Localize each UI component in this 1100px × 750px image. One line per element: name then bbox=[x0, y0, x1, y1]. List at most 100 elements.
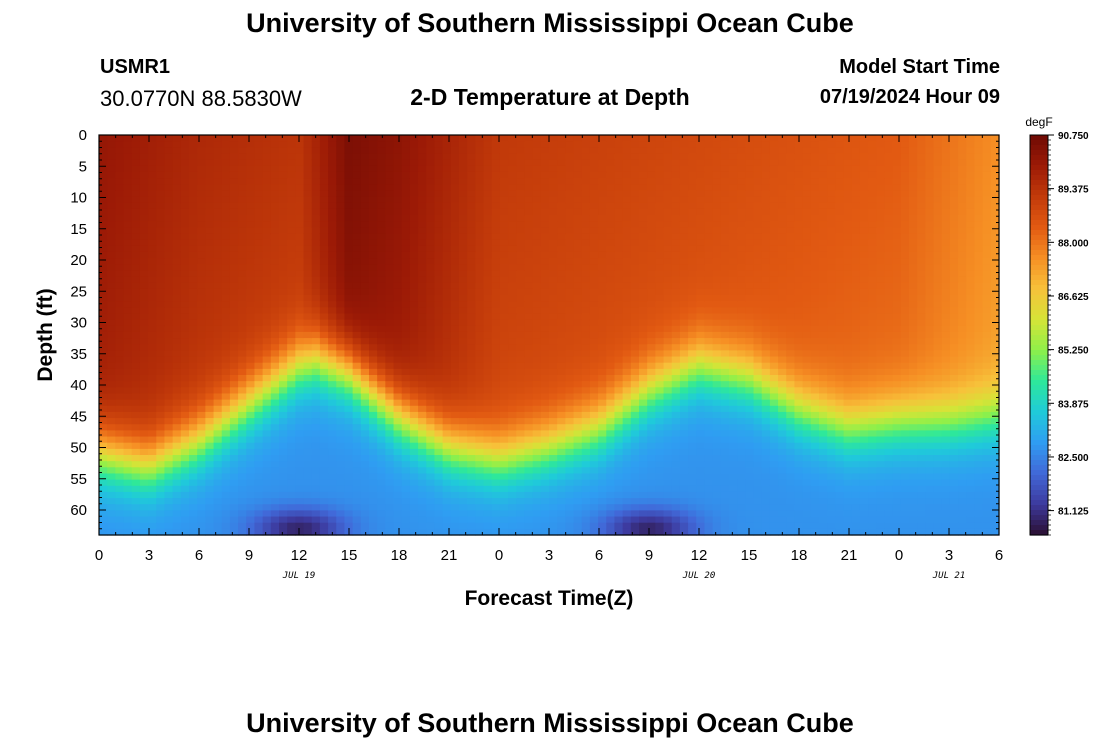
heatmap-cell bbox=[606, 498, 616, 505]
heatmap-cell bbox=[401, 276, 411, 284]
heatmap-cell bbox=[156, 245, 166, 253]
heatmap-cell bbox=[704, 239, 714, 247]
heatmap-cell bbox=[115, 424, 125, 431]
heatmap-cell bbox=[254, 135, 264, 142]
heatmap-cell bbox=[499, 319, 509, 327]
heatmap-cell bbox=[459, 473, 468, 481]
heatmap-cell bbox=[565, 467, 575, 475]
heatmap-cell bbox=[246, 208, 256, 216]
heatmap-cell bbox=[197, 313, 206, 321]
heatmap-cell bbox=[344, 485, 354, 493]
heatmap-cell bbox=[311, 153, 321, 161]
heatmap-cell bbox=[467, 430, 476, 438]
heatmap-cell bbox=[156, 442, 166, 450]
heatmap-cell bbox=[139, 313, 149, 321]
heatmap-cell bbox=[238, 165, 247, 173]
heatmap-cell bbox=[336, 473, 346, 481]
heatmap-cell bbox=[549, 233, 558, 241]
heatmap-cell bbox=[606, 245, 616, 253]
heatmap-cell bbox=[720, 368, 730, 376]
heatmap-cell bbox=[393, 184, 403, 191]
heatmap-cell bbox=[213, 479, 223, 487]
heatmap-cell bbox=[491, 319, 501, 327]
heatmap-cell bbox=[704, 436, 714, 444]
heatmap-cell bbox=[598, 319, 607, 327]
heatmap-cell bbox=[630, 264, 640, 271]
heatmap-cell bbox=[262, 270, 272, 278]
heatmap-cell bbox=[491, 264, 501, 271]
heatmap-cell bbox=[254, 344, 264, 351]
heatmap-cell bbox=[164, 356, 174, 364]
heatmap-cell bbox=[229, 331, 239, 339]
heatmap-cell bbox=[123, 424, 133, 431]
heatmap-cell bbox=[180, 159, 190, 167]
heatmap-cell bbox=[172, 411, 182, 419]
heatmap-cell bbox=[385, 245, 395, 253]
heatmap-cell bbox=[238, 239, 247, 247]
heatmap-cell bbox=[688, 485, 697, 493]
heatmap-cell bbox=[524, 473, 534, 481]
heatmap-cell bbox=[499, 196, 509, 204]
heatmap-cell bbox=[573, 381, 583, 388]
heatmap-cell bbox=[516, 319, 526, 327]
heatmap-cell bbox=[311, 178, 321, 185]
heatmap-cell bbox=[524, 147, 534, 155]
heatmap-cell bbox=[655, 227, 665, 235]
heatmap-cell bbox=[369, 295, 378, 302]
heatmap-cell bbox=[229, 362, 239, 370]
heatmap-cell bbox=[679, 467, 689, 475]
heatmap-cell bbox=[246, 350, 256, 358]
heatmap-cell bbox=[107, 159, 116, 167]
heatmap-cell bbox=[99, 528, 108, 536]
heatmap-cell bbox=[688, 153, 697, 161]
heatmap-cell bbox=[319, 282, 329, 290]
heatmap-cell bbox=[385, 325, 395, 333]
heatmap-cell bbox=[295, 301, 305, 308]
heatmap-cell bbox=[246, 375, 256, 382]
heatmap-cell bbox=[655, 405, 665, 413]
heatmap-cell bbox=[622, 325, 632, 333]
heatmap-cell bbox=[712, 233, 722, 241]
heatmap-cell bbox=[671, 282, 681, 290]
heatmap-cell bbox=[279, 448, 288, 456]
heatmap-cell bbox=[524, 350, 534, 358]
heatmap-cell bbox=[131, 239, 141, 247]
heatmap-cell bbox=[352, 368, 362, 376]
heatmap-cell bbox=[467, 288, 476, 296]
heatmap-cell bbox=[221, 504, 231, 511]
heatmap-cell bbox=[459, 159, 468, 167]
heatmap-cell bbox=[688, 356, 697, 364]
heatmap-cell bbox=[279, 405, 288, 413]
heatmap-cell bbox=[557, 171, 566, 179]
heatmap-cell bbox=[532, 276, 542, 284]
heatmap-cell bbox=[180, 448, 190, 456]
heatmap-cell bbox=[189, 362, 198, 370]
heatmap-cell bbox=[139, 276, 149, 284]
heatmap-cell bbox=[508, 264, 517, 271]
heatmap-cell bbox=[189, 165, 198, 173]
heatmap-cell bbox=[508, 448, 517, 456]
heatmap-cell bbox=[385, 171, 395, 179]
heatmap-cell bbox=[442, 448, 452, 456]
heatmap-cell bbox=[401, 264, 411, 271]
heatmap-cell bbox=[565, 411, 575, 419]
heatmap-cell bbox=[115, 473, 125, 481]
heatmap-cell bbox=[377, 498, 386, 505]
heatmap-cell bbox=[156, 522, 166, 530]
heatmap-cell bbox=[156, 344, 166, 351]
heatmap-cell bbox=[336, 387, 346, 395]
heatmap-cell bbox=[254, 375, 264, 382]
heatmap-cell bbox=[573, 135, 583, 142]
heatmap-cell bbox=[393, 202, 403, 210]
heatmap-cell bbox=[344, 331, 354, 339]
heatmap-cell bbox=[311, 215, 321, 222]
heatmap-cell bbox=[426, 399, 436, 407]
heatmap-cell bbox=[352, 344, 362, 351]
heatmap-cell bbox=[360, 491, 370, 499]
heatmap-cell bbox=[221, 498, 231, 505]
heatmap-cell bbox=[573, 319, 583, 327]
heatmap-cell bbox=[311, 221, 321, 228]
heatmap-cell bbox=[213, 135, 223, 142]
heatmap-cell bbox=[123, 295, 133, 302]
heatmap-cell bbox=[107, 153, 116, 161]
